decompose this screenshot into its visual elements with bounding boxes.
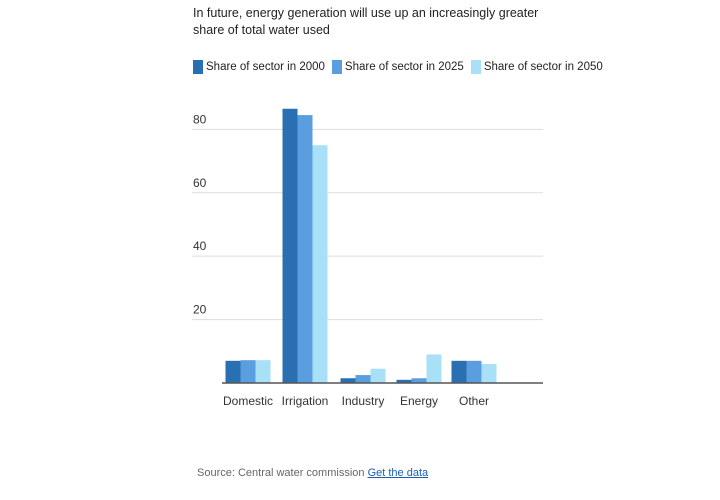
legend-label-2025: Share of sector in 2025	[344, 61, 464, 73]
bar-domestic-2000	[225, 360, 241, 383]
legend-item-2025: Share of sector in 2025	[331, 60, 464, 74]
x-tick-label-irrigation: Irrigation	[282, 394, 329, 408]
legend-swatch-2025	[331, 60, 342, 74]
x-tick-label-industry: Industry	[342, 394, 385, 408]
y-tick-label-40: 40	[193, 239, 207, 253]
get-the-data-link[interactable]: Get the data	[367, 467, 429, 479]
legend-label-2000: Share of sector in 2000	[206, 61, 325, 73]
bar-irrigation-2000	[282, 108, 298, 384]
bar-other-2000	[451, 360, 467, 383]
x-tick-label-other: Other	[459, 394, 489, 408]
legend: Share of sector in 2000 Share of sector …	[193, 60, 610, 74]
bar-energy-2025	[411, 378, 427, 383]
legend-item-2000: Share of sector in 2000	[193, 60, 325, 74]
bar-energy-2000	[396, 379, 412, 383]
bar-energy-2050	[426, 354, 442, 383]
bar-domestic-2025	[240, 360, 256, 383]
legend-swatch-2050	[470, 60, 481, 74]
chart-title: In future, energy generation will use up…	[193, 6, 539, 37]
bar-domestic-2050	[255, 360, 271, 383]
legend-swatch-2000	[193, 60, 203, 74]
bar-industry-2025	[355, 375, 371, 383]
bar-other-2050	[481, 363, 497, 383]
legend-item-2050: Share of sector in 2050	[470, 60, 603, 74]
y-tick-label-20: 20	[193, 303, 207, 317]
bar-industry-2050	[370, 368, 386, 383]
bar-industry-2000	[340, 378, 356, 383]
x-tick-label-domestic: Domestic	[223, 394, 273, 408]
bar-other-2025	[466, 360, 482, 383]
legend-label-2050: Share of sector in 2050	[483, 61, 603, 73]
source-note: Source: Central water commission Get the…	[197, 467, 428, 479]
y-tick-label-60: 60	[193, 176, 207, 190]
y-tick-label-80: 80	[193, 112, 207, 126]
x-tick-label-energy: Energy	[400, 394, 438, 408]
source-text: Source: Central water commission	[197, 467, 365, 479]
bar-irrigation-2050	[312, 145, 328, 383]
bar-irrigation-2025	[297, 115, 313, 383]
